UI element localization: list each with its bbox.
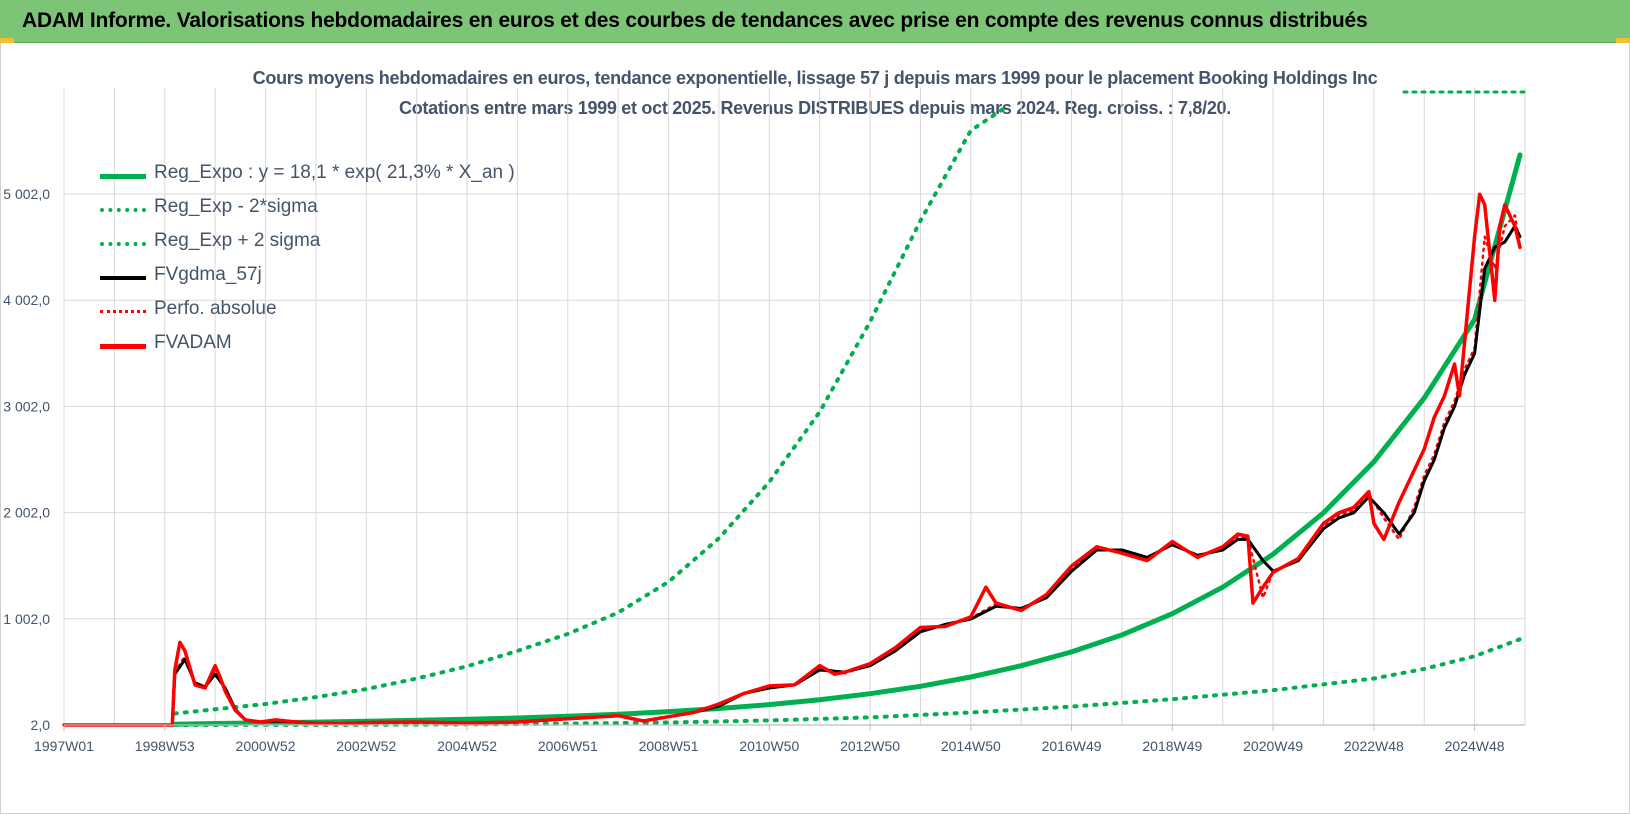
- x-tick-label: 2018W49: [1142, 738, 1202, 754]
- y-tick-label: 2 002,0: [3, 505, 50, 521]
- series-line-0: [172, 152, 1523, 727]
- series-line-5: [62, 192, 1522, 727]
- x-tick-label: 2008W51: [639, 738, 699, 754]
- report-title: ADAM Informe. Valorisations hebdomadaire…: [22, 9, 1368, 32]
- x-tick-label: 1997W01: [34, 738, 94, 754]
- chart-subtitle: Cotations entre mars 1999 et oct 2025. R…: [399, 98, 1231, 118]
- corner-mark-right: [1616, 38, 1630, 43]
- report-banner: ADAM Informe. Valorisations hebdomadaire…: [0, 0, 1630, 43]
- series-line-1: [172, 637, 1522, 727]
- legend-label-fvgdma: FVgdma_57j: [154, 264, 262, 285]
- y-tick-label: 5 002,0: [3, 186, 50, 202]
- x-tick-label: 2004W52: [437, 738, 497, 754]
- series-layer: [62, 90, 1526, 727]
- x-tick-label: 1998W53: [135, 738, 195, 754]
- y-tick-label: 1 002,0: [3, 611, 50, 627]
- series-line-2: [172, 105, 1009, 716]
- x-tick-label: 2016W49: [1042, 738, 1102, 754]
- legend-label-reg-exp-plus: Reg_Exp + 2 sigma: [154, 230, 321, 251]
- legend-swatch-perfo-absolue: [100, 310, 146, 313]
- series-line-3: [62, 224, 1522, 727]
- y-tick-label: 3 002,0: [3, 398, 50, 414]
- legend-swatch-reg-expo: [100, 174, 146, 179]
- series-line-4: [62, 214, 1522, 727]
- legend-swatch-fvadam: [100, 344, 146, 349]
- chart-title: Cours moyens hebdomadaires en euros, ten…: [252, 68, 1378, 88]
- legend-label-reg-expo: Reg_Expo : y = 18,1 * exp( 21,3% * X_an …: [154, 162, 515, 183]
- legend-label-reg-exp-minus: Reg_Exp - 2*sigma: [154, 196, 318, 217]
- legend-swatch-reg-exp-minus: [100, 208, 146, 212]
- legend-swatch-fvgdma: [100, 276, 146, 280]
- x-tick-label: 2020W49: [1243, 738, 1303, 754]
- x-tick-label: 2002W52: [336, 738, 396, 754]
- y-tick-label: 2,0: [31, 717, 51, 733]
- x-tick-label: 2006W51: [538, 738, 598, 754]
- x-tick-label: 2014W50: [941, 738, 1001, 754]
- x-tick-label: 2012W50: [840, 738, 900, 754]
- x-tick-label: 2022W48: [1344, 738, 1404, 754]
- x-tick-label: 2010W50: [739, 738, 799, 754]
- y-tick-label: 4 002,0: [3, 292, 50, 308]
- x-tick-label: 2000W52: [236, 738, 296, 754]
- legend-label-perfo-absolue: Perfo. absolue: [154, 298, 277, 319]
- axes-layer: 2,0 1 002,0 2 002,0 3 002,0 4 002,0 5 002,0 19…: [3, 186, 1525, 754]
- legend-label-fvadam: FVADAM: [154, 332, 232, 353]
- corner-mark-left: [0, 38, 14, 43]
- x-tick-label: 2024W48: [1445, 738, 1505, 754]
- legend-swatch-reg-exp-plus: [100, 242, 146, 246]
